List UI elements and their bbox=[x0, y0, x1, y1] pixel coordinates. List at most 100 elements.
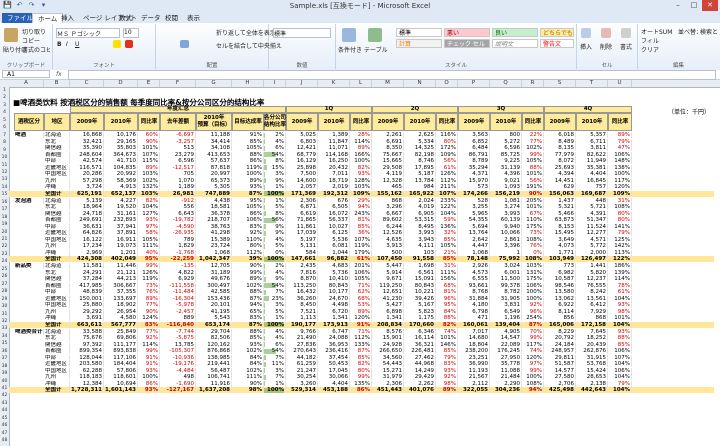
data-cell[interactable]: 27,836 bbox=[286, 341, 318, 348]
data-cell[interactable]: 12,651 bbox=[372, 289, 404, 296]
data-cell[interactable]: 6,555 bbox=[458, 276, 490, 283]
data-cell[interactable]: 190,177 bbox=[286, 321, 318, 328]
data-cell[interactable]: 4,371 bbox=[458, 171, 490, 178]
data-cell[interactable]: 99% bbox=[350, 374, 372, 381]
font-name-select[interactable]: ＭＳ Ｐゴシック bbox=[56, 28, 120, 38]
data-cell[interactable]: 104% bbox=[608, 374, 632, 381]
data-cell[interactable]: 101% bbox=[436, 335, 458, 342]
region-cell[interactable]: 全国计 bbox=[44, 190, 70, 197]
data-cell[interactable]: 20,101 bbox=[196, 302, 232, 309]
data-cell[interactable]: 25,849 bbox=[104, 328, 138, 335]
tab-view[interactable]: 表示 bbox=[187, 14, 200, 22]
data-cell[interactable]: 156,219 bbox=[490, 190, 522, 197]
data-cell[interactable]: 64,826 bbox=[70, 230, 104, 237]
data-cell[interactable]: 567,777 bbox=[104, 321, 138, 328]
formula-input[interactable] bbox=[68, 70, 716, 80]
data-cell[interactable]: 2,262 bbox=[404, 380, 436, 387]
data-cell[interactable]: 101% bbox=[608, 315, 632, 322]
data-cell[interactable]: 453,188 bbox=[318, 387, 350, 394]
data-cell[interactable]: 80% bbox=[608, 210, 632, 217]
style-bad[interactable]: 悪い bbox=[444, 28, 490, 37]
data-cell[interactable]: 5% bbox=[264, 243, 286, 250]
data-cell[interactable]: 8,135 bbox=[544, 145, 576, 152]
region-cell[interactable]: 北海道 bbox=[44, 263, 70, 269]
data-cell[interactable]: 31% bbox=[436, 263, 458, 269]
data-cell[interactable]: 179% bbox=[350, 249, 372, 256]
data-cell[interactable]: 16,072 bbox=[318, 210, 350, 217]
data-cell[interactable]: 3,024 bbox=[490, 263, 522, 269]
data-cell[interactable]: 18,252 bbox=[576, 335, 608, 342]
data-cell[interactable]: 107% bbox=[138, 151, 160, 158]
data-cell[interactable]: 3,831 bbox=[490, 302, 522, 309]
data-cell[interactable]: 68% bbox=[436, 282, 458, 289]
data-cell[interactable]: 100% bbox=[522, 374, 544, 381]
data-cell[interactable]: 82% bbox=[350, 361, 372, 368]
data-cell[interactable]: 4,073 bbox=[544, 243, 576, 250]
data-cell[interactable]: 32,421 bbox=[70, 138, 104, 145]
data-cell[interactable]: 6,798 bbox=[458, 308, 490, 315]
data-cell[interactable]: 8,114 bbox=[544, 308, 576, 315]
row-header[interactable]: 20 bbox=[1, 229, 8, 235]
data-cell[interactable]: 5,914 bbox=[372, 269, 404, 276]
data-cell[interactable]: 88% bbox=[232, 151, 264, 158]
data-cell[interactable]: 4% bbox=[264, 269, 286, 276]
data-cell[interactable]: 16,868 bbox=[70, 132, 104, 138]
data-cell[interactable]: 8,072 bbox=[544, 158, 576, 165]
data-cell[interactable]: 6,346 bbox=[404, 328, 436, 335]
region-cell[interactable]: 首都圏 bbox=[44, 282, 70, 289]
row-header[interactable]: 5 bbox=[3, 117, 6, 123]
data-cell[interactable]: 37,454 bbox=[318, 354, 350, 361]
data-cell[interactable]: 100% bbox=[264, 190, 286, 197]
region-cell[interactable]: 冲绳 bbox=[44, 315, 70, 322]
data-cell[interactable]: 7,521 bbox=[286, 308, 318, 315]
data-cell[interactable]: 62% bbox=[350, 289, 372, 296]
data-cell[interactable]: 44,182 bbox=[286, 354, 318, 361]
data-cell[interactable]: 2,926 bbox=[458, 263, 490, 269]
data-cell[interactable]: 67% bbox=[522, 210, 544, 217]
data-cell[interactable]: 451,443 bbox=[372, 387, 404, 394]
data-cell[interactable]: 322,055 bbox=[458, 387, 490, 394]
data-cell[interactable]: 6,001 bbox=[490, 269, 522, 276]
data-cell[interactable]: 84% bbox=[436, 308, 458, 315]
data-cell[interactable]: 54% bbox=[264, 151, 286, 158]
data-cell[interactable]: 5% bbox=[264, 204, 286, 211]
column-header-U[interactable]: U bbox=[608, 80, 632, 87]
row-header[interactable]: 41 bbox=[1, 386, 8, 391]
data-cell[interactable]: 111% bbox=[232, 374, 264, 381]
insert-cells-icon[interactable] bbox=[581, 28, 591, 38]
data-cell[interactable]: 3,811 bbox=[576, 145, 608, 152]
data-cell[interactable]: 3% bbox=[264, 171, 286, 178]
data-cell[interactable]: 31,905 bbox=[490, 295, 522, 302]
row-header[interactable]: 1 bbox=[3, 88, 6, 93]
data-cell[interactable]: 15,424 bbox=[576, 367, 608, 374]
data-cell[interactable]: 104% bbox=[436, 210, 458, 217]
data-cell[interactable]: 4,913 bbox=[104, 184, 138, 191]
data-cell[interactable]: 471 bbox=[458, 315, 490, 322]
data-cell[interactable]: 106% bbox=[608, 348, 632, 355]
data-cell[interactable]: -11,484 bbox=[160, 289, 196, 296]
region-cell[interactable]: 北海道 bbox=[44, 328, 70, 335]
data-cell[interactable]: 87,818 bbox=[196, 164, 232, 171]
data-cell[interactable]: 20,997 bbox=[196, 171, 232, 178]
data-cell[interactable]: 2,642 bbox=[458, 236, 490, 243]
data-cell[interactable]: 12,705 bbox=[196, 263, 232, 269]
data-cell[interactable]: 6,852 bbox=[458, 138, 490, 145]
data-cell[interactable]: 88% bbox=[522, 164, 544, 171]
data-cell[interactable]: 100% bbox=[522, 289, 544, 296]
data-cell[interactable]: 56% bbox=[522, 177, 544, 184]
conditional-format-button[interactable]: 条件付き書式 bbox=[338, 47, 362, 54]
data-cell[interactable]: 169,687 bbox=[576, 190, 608, 197]
data-cell[interactable]: 15,970 bbox=[458, 177, 490, 184]
data-cell[interactable]: 69,806 bbox=[104, 335, 138, 342]
row-header[interactable]: 40 bbox=[1, 378, 8, 384]
data-cell[interactable]: 6,667 bbox=[372, 210, 404, 217]
data-cell[interactable]: 191% bbox=[522, 184, 544, 191]
data-cell[interactable]: 86% bbox=[350, 387, 372, 394]
autosum-button[interactable]: オートSUM bbox=[641, 29, 673, 36]
row-header[interactable]: 28 bbox=[1, 289, 8, 295]
fill-color-icon[interactable] bbox=[113, 40, 121, 48]
data-cell[interactable]: 236,416 bbox=[318, 348, 350, 355]
data-cell[interactable]: 4,227 bbox=[104, 197, 138, 204]
data-cell[interactable]: 5,772 bbox=[576, 243, 608, 250]
data-cell[interactable]: 76% bbox=[522, 243, 544, 250]
